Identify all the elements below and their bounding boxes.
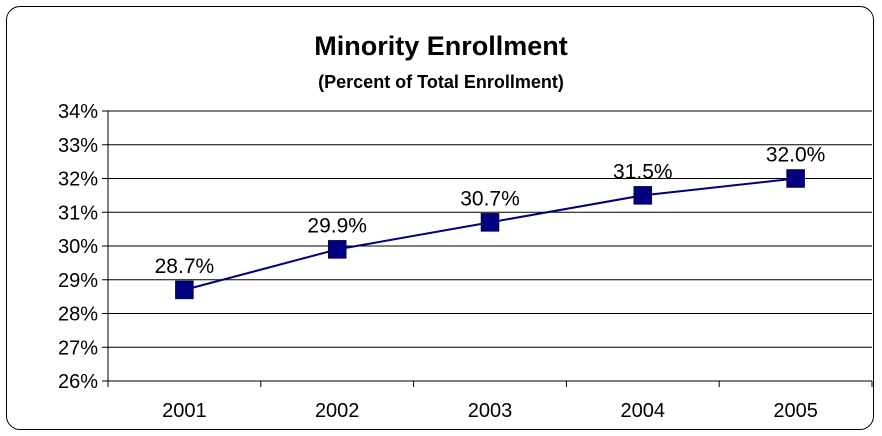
y-tick-label: 34% — [58, 101, 98, 123]
data-label: 31.5% — [613, 160, 673, 183]
data-point-marker — [480, 213, 500, 232]
data-point-marker — [175, 280, 194, 300]
x-tick-label: 2004 — [621, 400, 666, 422]
data-point-marker — [327, 240, 347, 259]
data-point-marker — [633, 186, 653, 205]
data-label: 28.7% — [155, 255, 215, 278]
y-tick-label: 31% — [58, 202, 98, 224]
y-tick-label: 30% — [58, 236, 98, 258]
y-tick-label: 27% — [58, 337, 98, 359]
chart-frame — [6, 6, 874, 430]
chart-subtitle: (Percent of Total Enrollment) — [318, 72, 564, 92]
x-tick-label: 2001 — [162, 400, 207, 422]
y-tick-label: 29% — [58, 270, 98, 292]
y-tick-label: 32% — [58, 169, 98, 191]
y-tick-label: 28% — [58, 304, 98, 326]
y-tick-label: 33% — [58, 135, 98, 157]
data-label: 32.0% — [766, 144, 826, 167]
x-tick-label: 2002 — [315, 400, 360, 422]
y-tick-label: 26% — [58, 371, 98, 393]
data-point-marker — [786, 169, 805, 188]
x-tick-label: 2005 — [773, 400, 818, 422]
data-label: 29.9% — [307, 214, 367, 237]
x-tick-label: 2003 — [468, 400, 513, 422]
chart-title: Minority Enrollment — [314, 31, 568, 61]
data-label: 30.7% — [460, 187, 520, 210]
